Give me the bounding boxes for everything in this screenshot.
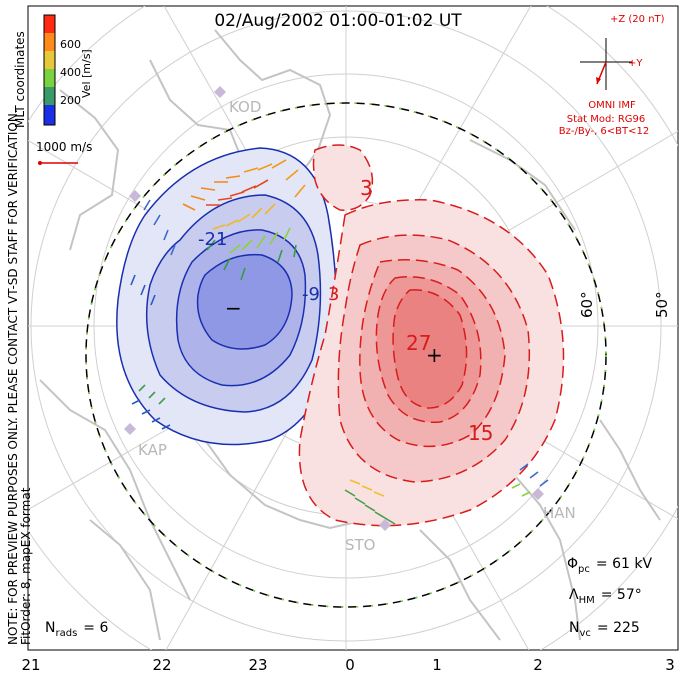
imf-y-label: +Y	[628, 58, 643, 69]
contour-label-pos3b: 3	[360, 176, 373, 200]
site-label-han: HAN	[543, 504, 576, 522]
coords-label: MLT coordinates	[13, 31, 27, 128]
max-potential-marker: +	[426, 343, 443, 367]
colorbar-tick-600: 600	[60, 38, 81, 51]
svg-text:Φpc= 61 kV: Φpc = 61 kV	[567, 556, 652, 575]
colorbar-tick-200: 200	[60, 94, 81, 107]
contour-label-neg21: -21	[198, 229, 227, 250]
mlt-tick-1: 1	[432, 656, 442, 674]
lat-label-50: 50°	[653, 291, 671, 318]
mlt-axis: 21 22 23 0 1 2 3	[21, 656, 674, 674]
velocity-colorbar	[43, 14, 56, 126]
imf-model: Stat Mod: RG96	[567, 114, 646, 125]
mlt-tick-23: 23	[248, 656, 267, 674]
imf-source: OMNI IMF	[588, 100, 636, 111]
stat-lambda: ΛHM = 57°	[569, 587, 642, 606]
hm-boundary-ticks	[85, 102, 607, 608]
contour-label-pos3a: 3	[328, 284, 339, 305]
mlt-tick-22: 22	[152, 656, 171, 674]
svg-text:Nvc= 225: Nvc = 225	[569, 620, 640, 639]
stat-nrads: Nrads = 6	[45, 620, 108, 639]
stat-nvc: Nvc = 225	[569, 620, 640, 639]
mlt-tick-0: 0	[345, 656, 355, 674]
contour-label-pos27: 27	[406, 331, 431, 355]
svg-text:Nrads= 6: Nrads = 6	[45, 620, 108, 639]
contour-label-neg9: -9	[302, 284, 320, 305]
radar-sites	[124, 86, 544, 531]
site-label-kap: KAP	[138, 441, 167, 459]
lat-label-60: 60°	[578, 291, 596, 318]
imf-condition: Bz-/By-, 6<BT<12	[559, 126, 649, 137]
imf-z-label: +Z (20 nT)	[610, 14, 665, 25]
velocity-vectors	[130, 159, 549, 525]
mlt-tick-3: 3	[665, 656, 675, 674]
contour-label-pos15: 15	[468, 421, 493, 445]
stat-phi: Φpc = 61 kV	[567, 556, 652, 575]
svg-text:ΛHM= 57°: ΛHM = 57°	[569, 587, 642, 606]
site-label-kod: KOD	[229, 98, 261, 116]
colorbar-label: Vel [m/s]	[80, 49, 93, 98]
preview-note: NOTE: FOR PREVIEW PURPOSES ONLY. PLEASE …	[6, 109, 20, 645]
mlt-tick-2: 2	[533, 656, 543, 674]
mlt-tick-21: 21	[21, 656, 40, 674]
negative-potential-cell	[116, 147, 338, 446]
plot-frame	[27, 5, 679, 651]
colorbar-tick-400: 400	[60, 66, 81, 79]
map-title: 02/Aug/2002 01:00-01:02 UT	[214, 11, 462, 31]
scale-vector-label: 1000 m/s	[36, 140, 92, 154]
site-label-sto: STO	[345, 536, 376, 554]
positive-potential-cell	[298, 144, 565, 527]
min-potential-marker: −	[225, 296, 242, 320]
imf-vector-head	[596, 77, 601, 84]
fit-order-note: FitOrder: 8, mapEX format	[19, 487, 33, 645]
scale-vector-dot	[38, 161, 42, 165]
